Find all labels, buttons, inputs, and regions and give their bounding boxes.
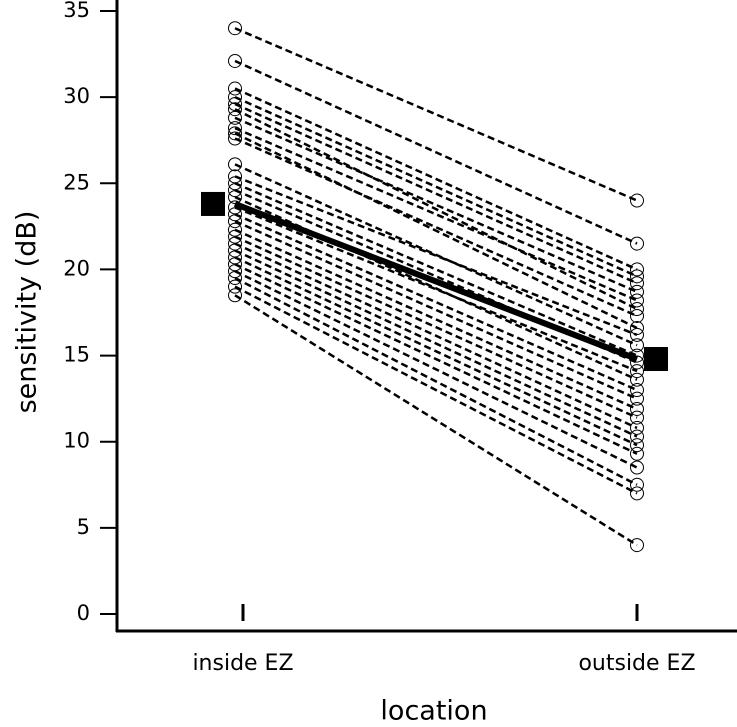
subject-line bbox=[234, 242, 638, 430]
subject-point bbox=[630, 446, 644, 461]
subject-point bbox=[630, 284, 644, 299]
subject-point bbox=[228, 102, 242, 117]
y-tick-label: 25 bbox=[63, 170, 90, 194]
subject-point bbox=[228, 236, 242, 251]
x-axis-title: location bbox=[380, 696, 487, 727]
subject-point bbox=[630, 262, 644, 277]
subject-line bbox=[234, 270, 638, 469]
subject-point bbox=[630, 236, 644, 251]
y-tick-label: 20 bbox=[63, 256, 90, 280]
mean-marker bbox=[644, 347, 668, 372]
mean-marker bbox=[201, 191, 225, 216]
subject-point bbox=[630, 391, 644, 406]
y-tick-label: 15 bbox=[63, 343, 90, 367]
subject-line bbox=[234, 59, 638, 245]
subject-point bbox=[630, 538, 644, 553]
subject-point bbox=[630, 401, 644, 416]
subject-point bbox=[630, 438, 644, 453]
subject-line bbox=[234, 256, 638, 447]
subject-line bbox=[234, 87, 638, 271]
y-tick-label: 30 bbox=[63, 84, 90, 108]
subject-point bbox=[630, 410, 644, 425]
subject-point bbox=[228, 81, 242, 96]
subject-line bbox=[234, 27, 638, 202]
y-tick-label: 35 bbox=[63, 0, 90, 22]
x-tick-label: outside EZ bbox=[578, 651, 695, 676]
subject-point bbox=[228, 131, 242, 146]
subject-point bbox=[228, 279, 242, 294]
y-tick-label: 0 bbox=[77, 601, 90, 625]
subject-point bbox=[228, 53, 242, 68]
subject-point bbox=[630, 486, 644, 501]
subject-point bbox=[228, 176, 242, 191]
subject-point bbox=[228, 271, 242, 286]
subject-line bbox=[234, 116, 638, 293]
subject-point bbox=[228, 169, 242, 184]
subject-point bbox=[228, 121, 242, 136]
subject-line bbox=[234, 195, 638, 381]
subject-line bbox=[234, 263, 638, 455]
subject-line bbox=[234, 206, 638, 373]
y-tick-label: 10 bbox=[63, 429, 90, 453]
subject-point bbox=[228, 126, 242, 141]
subject-point bbox=[228, 207, 242, 222]
subject-point bbox=[630, 383, 644, 398]
subject-point bbox=[228, 222, 242, 237]
subject-point bbox=[228, 264, 242, 279]
subject-point bbox=[228, 214, 242, 229]
subject-point bbox=[630, 276, 644, 291]
subject-point bbox=[630, 372, 644, 387]
subject-point bbox=[228, 257, 242, 272]
subject-line bbox=[234, 127, 638, 302]
subject-point bbox=[630, 338, 644, 353]
subject-line bbox=[234, 182, 638, 357]
subject-line bbox=[234, 108, 638, 311]
subject-point bbox=[228, 288, 242, 303]
subject-line bbox=[234, 220, 638, 400]
subject-point bbox=[228, 190, 242, 205]
subject-point bbox=[228, 97, 242, 112]
mean-line bbox=[233, 201, 639, 362]
subject-line bbox=[234, 294, 638, 547]
subject-line bbox=[234, 137, 638, 318]
subject-point bbox=[630, 302, 644, 317]
subject-line bbox=[234, 96, 638, 278]
subject-line bbox=[234, 249, 638, 438]
subject-point bbox=[228, 229, 242, 244]
subject-point bbox=[630, 269, 644, 284]
subject-point bbox=[228, 21, 242, 36]
subject-point bbox=[630, 429, 644, 444]
x-tick-label: inside EZ bbox=[192, 651, 293, 676]
subject-point bbox=[630, 308, 644, 323]
subject-point bbox=[630, 327, 644, 342]
subject-point bbox=[228, 243, 242, 258]
subject-line bbox=[234, 213, 638, 392]
subject-point bbox=[630, 293, 644, 308]
y-tick-label: 5 bbox=[77, 515, 90, 539]
subject-line bbox=[234, 132, 638, 330]
subject-line bbox=[234, 102, 638, 285]
subject-point bbox=[228, 183, 242, 198]
subject-point bbox=[630, 364, 644, 379]
subject-point bbox=[228, 250, 242, 265]
subject-line bbox=[234, 285, 638, 495]
subject-point bbox=[228, 157, 242, 172]
subject-point bbox=[630, 420, 644, 435]
subject-line bbox=[234, 276, 638, 486]
subject-line bbox=[234, 175, 638, 337]
subject-point bbox=[630, 460, 644, 475]
subject-point bbox=[630, 193, 644, 208]
subject-line bbox=[234, 228, 638, 411]
subject-line bbox=[234, 235, 638, 419]
subject-point bbox=[228, 90, 242, 105]
subject-point bbox=[630, 477, 644, 492]
subject-point bbox=[228, 110, 242, 125]
subject-point bbox=[630, 321, 644, 336]
y-axis-title: sensitivity (dB) bbox=[12, 211, 43, 414]
